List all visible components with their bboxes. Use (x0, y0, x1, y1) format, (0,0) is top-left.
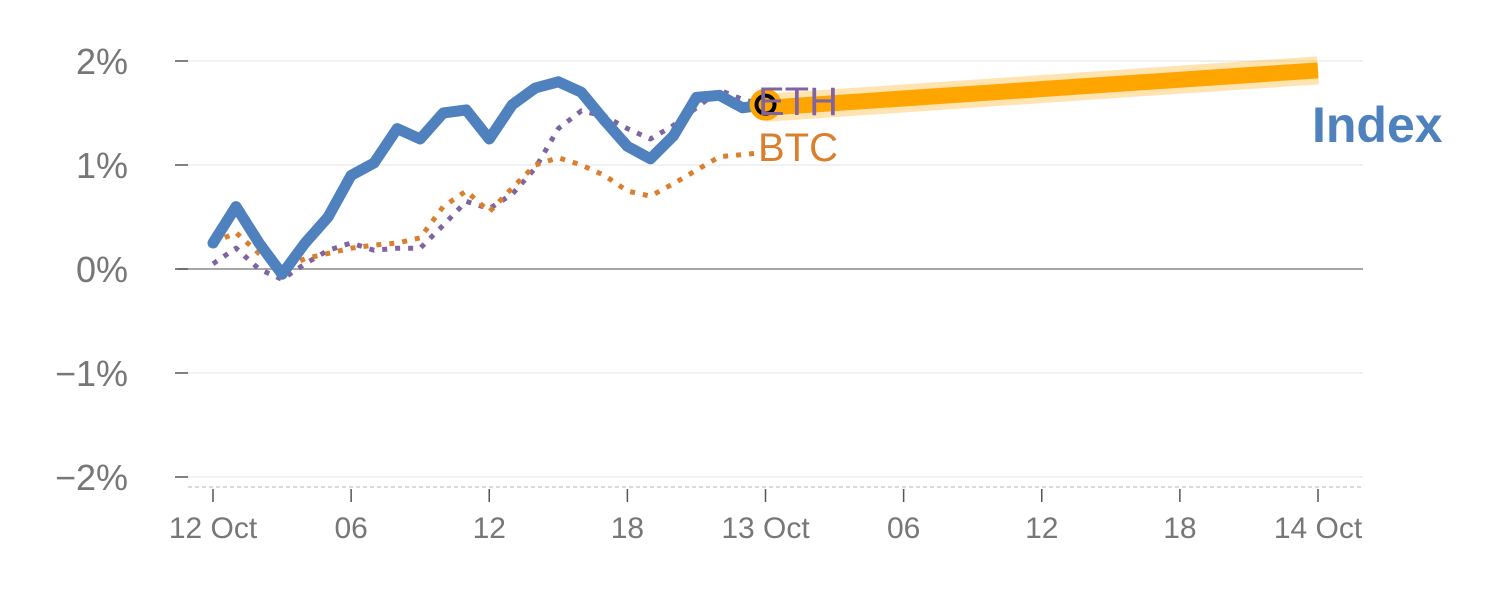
y-tick-label: 1% (76, 145, 128, 186)
x-tick-label: 14 Oct (1274, 512, 1363, 545)
series-label-index: Index (1312, 97, 1443, 153)
x-axis: 12 Oct 06 12 18 13 Oct 06 12 18 14 Oct (169, 486, 1363, 545)
y-tick-label: −2% (55, 457, 128, 498)
x-tick-label: 13 Oct (721, 512, 810, 545)
y-tick-label: −1% (55, 353, 128, 394)
x-tick-label: 18 (611, 512, 644, 545)
series-lines (207, 76, 771, 282)
x-tick-label: 12 Oct (169, 512, 258, 545)
series-label-btc: BTC (758, 126, 838, 170)
x-tick-label: 12 (1025, 512, 1058, 545)
y-tick-label: 0% (76, 249, 128, 290)
series-label-eth: ETH (758, 80, 838, 124)
current-marker (749, 88, 782, 121)
projection-line (764, 62, 1319, 116)
x-tick-label: 06 (334, 512, 367, 545)
marker-outer (749, 88, 782, 121)
y-axis: 2% 1% 0% −1% −2% (55, 41, 188, 498)
marker-inner (754, 93, 777, 116)
index-projection (764, 56, 1319, 122)
x-tick-label: 18 (1163, 512, 1196, 545)
x-tick-label: 12 (473, 512, 506, 545)
x-tick-label: 06 (887, 512, 920, 545)
series-line-index (207, 76, 771, 280)
y-tick-label: 2% (76, 41, 128, 82)
